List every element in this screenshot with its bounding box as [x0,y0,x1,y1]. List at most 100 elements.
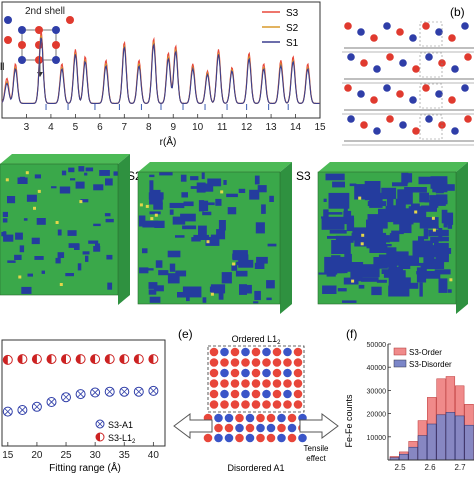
fe-atom [230,368,240,378]
disorder-patch [418,236,424,251]
disorder-patch [447,223,453,229]
disorder-patch [327,236,341,239]
disorder-patch [269,195,274,202]
fe-atom [235,433,244,443]
disorder-patch [360,264,380,278]
disorder-patch [57,229,62,236]
disorder-patch [67,230,77,236]
pt-atom [224,433,234,443]
disorder-patch [349,183,357,187]
disorder-patch [169,202,185,209]
pt-atom [451,127,459,135]
x-tick-label-9: 9 [170,122,176,133]
fe-atom [272,368,282,378]
disorder-patch [191,237,201,242]
fe-atom [256,413,265,423]
disorder-patch [203,202,215,206]
disorder-patch [358,284,365,289]
disorder-patch [139,267,149,274]
disorder-patch [7,260,16,263]
bar-s3-disorder [445,412,456,461]
x-tick-label-15: 15 [314,122,326,133]
disorder-patch [205,236,220,246]
y-tick-label-40000: 40000 [367,365,387,372]
pt-atom [245,413,255,423]
disorder-patch [227,207,237,215]
disorder-patch [396,282,419,289]
disorder-patch [367,201,387,207]
pt-atom [461,22,469,30]
fe-atom [266,413,276,423]
pt-atom [357,28,365,36]
pt-atom [425,53,433,61]
pt-atom [409,34,417,42]
disorder-patch [27,273,33,277]
disorder-patch [193,234,209,240]
disorder-patch [31,237,40,245]
legend-s3-l12: S3-L12 [108,433,136,445]
disorder-patch [207,178,222,187]
pt-atom [266,423,276,433]
x-tick-label-5: 5 [73,122,79,133]
x-tick-label-25: 25 [60,450,72,461]
disorder-patch [254,175,260,185]
fe-atom [230,389,240,399]
disorder-patch [19,245,25,253]
fe-atom [251,400,261,409]
yellow-voxel [206,240,210,244]
disorder-patch [431,239,439,243]
x-tick-label-3: 3 [24,122,30,133]
point-s3-a1 [133,386,144,397]
disorder-patch [80,199,89,203]
disorder-patch [257,185,267,193]
panel-d: 15 20 25 30 35 40 S3-A1 S3-L12 Fitting range … [0,326,170,474]
legend-a: S3 S2 S1 [262,8,299,49]
yellow-voxel [139,203,143,207]
fe-fe-histogram: (f) Fe-Fe counts 10000 20000 30000 40000 500… [344,327,474,472]
x-tick-label-35: 35 [119,450,131,461]
yellow-voxel [145,204,149,208]
pt-atom [220,368,229,378]
disorder-patch [321,216,325,219]
disorder-patch [105,218,114,223]
disorder-patch [391,230,404,235]
disorder-patch [93,246,101,252]
point-s3-a1 [31,401,42,412]
fe-atom [214,423,223,433]
x-tick-label-6: 6 [97,122,103,133]
disorder-patch [218,220,226,231]
disorder-patch [41,270,45,274]
pt-atom [277,413,286,423]
point-s3-l12 [133,354,144,365]
disordered-a1-label: Disordered A1 [227,463,284,473]
disorder-patch [61,170,67,176]
yellow-voxel [33,206,36,210]
yellow-voxel [358,196,362,200]
disorder-patch [337,288,347,292]
legend-f: S3-Order S3-Disorder [393,347,452,369]
disorder-patch [418,176,437,185]
fe-atom [230,379,240,388]
pt-atom [235,423,244,433]
fe-atom [266,433,276,443]
shell-label: 2nd shell [25,6,65,17]
disorder-patch [148,282,158,289]
fe-atom [422,22,430,30]
series-s2-line [1,35,320,104]
fe-atom [209,368,219,378]
disorder-patch [384,259,397,267]
point-s3-l12 [90,354,101,365]
legend-s3-a1: S3-A1 [108,420,133,430]
fe-atom [360,121,368,129]
disorder-patch [266,297,272,301]
atom-map-cubes: S2 S3 [0,154,468,314]
disorder-patch [325,173,345,181]
yellow-voxel [449,278,453,282]
fe-atom [344,22,352,30]
fe-atom [245,423,255,433]
pt-atom [283,389,292,399]
disorder-patch [182,225,197,230]
disorder-patch [85,167,94,172]
disorder-patch [398,262,411,269]
disorder-patch [181,192,188,198]
